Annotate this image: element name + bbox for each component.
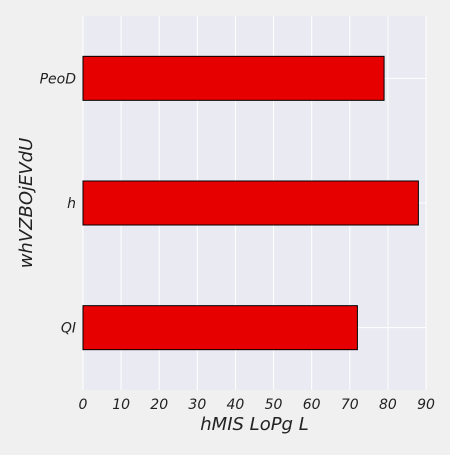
x-tick-label: 50: [265, 397, 283, 413]
x-tick-label: 90: [417, 397, 435, 413]
y-tick-label: PeoD: [40, 71, 77, 87]
y-axis-label: whVZBOjEVdU: [16, 138, 37, 269]
x-tick-label: 40: [227, 397, 245, 413]
y-tick-labels: PeoD h QI: [40, 71, 77, 336]
y-tick-label: QI: [61, 321, 76, 337]
y-tick-label: h: [67, 196, 76, 212]
bar-QI: [82, 305, 358, 351]
x-tick-label: 30: [188, 397, 206, 413]
x-tick-label: 10: [112, 397, 130, 413]
x-tick-label: 0: [79, 397, 88, 413]
x-tick-label: 20: [150, 397, 168, 413]
x-tick-label: 80: [379, 397, 397, 413]
x-axis-label: hMIS LoPg L: [200, 414, 308, 435]
x-tick-label: 70: [341, 397, 359, 413]
x-tick-labels: 0 10 20 30 40 50 60 70 80 90: [79, 397, 435, 413]
bars-layer: [82, 55, 419, 351]
bar-h: [82, 180, 419, 226]
bar-PeoD: [82, 55, 385, 101]
x-tick-label: 60: [303, 397, 321, 413]
